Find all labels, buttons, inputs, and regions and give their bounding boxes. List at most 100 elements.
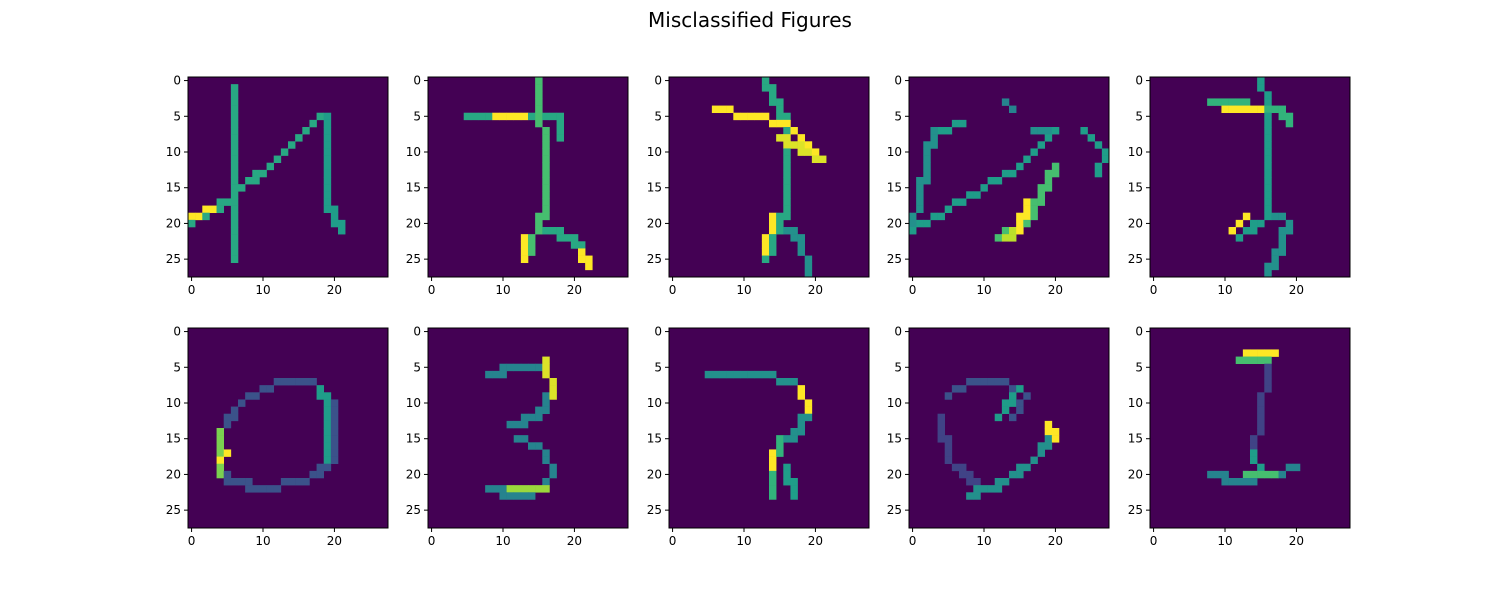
pixel [216,198,225,206]
pixel [783,148,791,156]
pixel [783,205,791,214]
pixel [542,162,550,171]
y-tick-label: 25 [887,503,902,517]
pixel [754,112,763,121]
y-tick-label: 25 [1128,252,1143,266]
pixel [1023,198,1031,206]
image-pixels [1207,77,1294,278]
pixel [478,112,486,121]
axes-frame [668,76,870,278]
y-tick-label: 15 [1128,181,1143,195]
pixel [769,212,777,221]
pixel [797,392,806,400]
pixel [230,148,239,156]
pixel [230,198,239,206]
pixel [1250,456,1258,465]
axes-frame [427,76,629,278]
pixel [1044,169,1053,178]
pixel [790,485,798,493]
pixel [288,378,296,386]
pixel [1271,105,1279,114]
pixel [776,98,784,106]
pixel [769,227,777,235]
image-pixels [937,378,1060,500]
pixel [769,119,777,128]
pixel [1285,119,1294,128]
y-tick-label: 0 [413,325,421,339]
pixel [776,105,784,114]
pixel [994,378,1003,386]
pixel [761,112,770,121]
pixel [316,470,325,479]
pixel [973,191,981,199]
pixel [520,485,529,493]
x-tick-label: 10 [495,534,510,548]
pixel [811,148,820,156]
pixel [1242,356,1251,365]
pixel [216,470,225,479]
pixel [1044,442,1053,450]
pixel [1285,463,1294,472]
pixel [994,485,1003,493]
pixel [1101,155,1110,164]
pixel [790,227,798,235]
y-tick-label: 5 [654,109,662,123]
pixel [769,91,777,99]
pixel [323,413,332,422]
pixel [1264,198,1272,206]
pixel [761,241,770,249]
pixel [563,234,572,242]
pixel [1285,112,1294,121]
pixel [790,478,798,486]
x-tick-label: 10 [495,283,510,297]
pixel [520,363,529,372]
pixel [273,155,282,164]
x-tick-label: 0 [909,534,917,548]
image-background [188,77,388,277]
y-tick-label: 5 [413,109,421,123]
pixel [506,492,515,500]
pixel [316,392,325,400]
pixel [987,485,996,493]
pixel [528,248,536,256]
x-tick-label: 10 [736,283,751,297]
pixel [1030,127,1038,135]
pixel [804,148,813,156]
pixel [535,363,543,372]
pixel [1214,470,1222,479]
pixel [542,363,550,372]
pixel [330,406,339,415]
pixel [302,478,310,486]
pixel [549,378,557,386]
pixel [1278,248,1287,256]
x-tick-label: 0 [1150,534,1158,548]
y-tick-label: 25 [647,252,662,266]
x-tick-label: 10 [255,283,270,297]
pixel [1023,205,1031,214]
pixel [1271,470,1279,479]
pixel [209,205,217,214]
y-tick-label: 0 [654,74,662,88]
pixel [1009,399,1017,407]
panel-r1-c2: 0 10 20 0 5 10 15 20 25 [406,74,629,297]
pixel [1264,155,1272,164]
pixel [542,356,550,365]
pixel [1257,420,1265,429]
pixel [994,478,1003,486]
y-tick-label: 15 [887,432,902,446]
pixel [252,392,260,400]
image-pixels [485,356,557,500]
pixel [1051,162,1060,171]
pixel [797,248,806,256]
pixel [542,198,550,206]
pixel [1250,105,1258,114]
x-tick-label: 0 [1150,283,1158,297]
pixel [259,169,267,178]
pixel [1051,127,1060,135]
pixel [470,112,479,121]
pixel [1264,98,1272,106]
pixel [923,162,931,171]
pixel [542,112,550,121]
pixel [783,227,791,235]
y-tick-label: 15 [406,181,421,195]
